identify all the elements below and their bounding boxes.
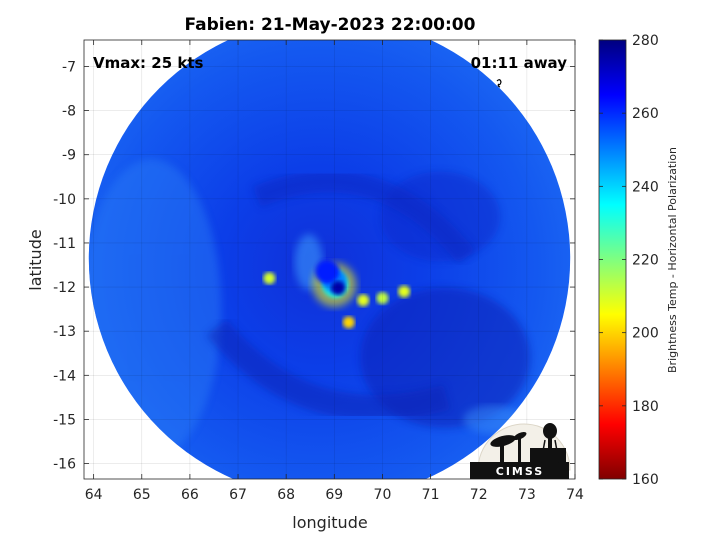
- colorbar-label: Brightness Temp - Horizontal Polarizatio…: [666, 147, 679, 373]
- y-tick-label: -10: [53, 192, 76, 208]
- feature-core: [331, 280, 346, 295]
- y-tick-label: -12: [53, 280, 76, 296]
- colorbar-tick-label: 260: [632, 106, 659, 122]
- colorbar-ticks: 160 180 200 220 240 260 280: [599, 33, 659, 488]
- x-tick-label: 67: [229, 487, 247, 503]
- x-tick-label: 74: [566, 487, 584, 503]
- colorbar-tick-label: 240: [632, 179, 659, 195]
- swath-layer: [88, 40, 571, 479]
- convective-features: [263, 259, 411, 329]
- y-tick-label: -11: [53, 236, 76, 252]
- grid: [84, 40, 576, 479]
- colorbar-tick-label: 220: [632, 253, 659, 269]
- feature-south-spot: [342, 316, 355, 329]
- time-away-annotation: 01:11 away: [471, 54, 568, 72]
- feature-west-spot: [263, 272, 276, 285]
- y-tick-label: -7: [62, 59, 76, 75]
- colorbar-tick-label: 200: [632, 326, 659, 342]
- feature-north-blob: [315, 259, 340, 284]
- swath-texture: [88, 159, 531, 460]
- y-tick-label: -8: [62, 104, 76, 120]
- x-ticks: 64 65 66 67 68 69 70 71 72 73 74: [85, 40, 584, 503]
- feature-east-band-1: [357, 294, 370, 307]
- storm-symbol-icon: [496, 79, 502, 88]
- colorbar-tick-label: 280: [632, 33, 659, 49]
- colorbar-tick-label: 160: [632, 472, 659, 488]
- cimss-logo: CIMSS: [470, 423, 571, 479]
- vmax-annotation: Vmax: 25 kts: [93, 54, 203, 72]
- x-tick-label: 73: [518, 487, 536, 503]
- colorbar: [598, 39, 627, 480]
- feature-east-band-3: [398, 285, 411, 298]
- x-tick-label: 66: [181, 487, 199, 503]
- x-tick-label: 64: [85, 487, 103, 503]
- logo-text: CIMSS: [496, 465, 544, 478]
- x-tick-label: 65: [133, 487, 151, 503]
- y-tick-label: -16: [53, 457, 76, 473]
- chart-title: Fabien: 21-May-2023 22:00:00: [185, 15, 476, 35]
- logo-band: [470, 462, 569, 479]
- colorbar-tick-label: 180: [632, 399, 659, 415]
- x-tick-label: 71: [422, 487, 440, 503]
- y-axis-label: latitude: [26, 229, 45, 290]
- feature-east-band-2: [376, 292, 389, 305]
- x-tick-label: 72: [470, 487, 488, 503]
- y-ticks: -7 -8 -9 -10 -11 -12 -13 -14 -15 -16: [53, 59, 575, 473]
- y-tick-label: -15: [53, 412, 76, 428]
- spiral-band-north: [252, 170, 476, 265]
- x-tick-label: 69: [325, 487, 343, 503]
- x-axis-label: longitude: [292, 513, 367, 532]
- axes-box: [83, 39, 576, 480]
- x-tick-label: 70: [374, 487, 392, 503]
- y-tick-label: -9: [62, 148, 76, 164]
- y-tick-label: -14: [53, 368, 76, 384]
- y-tick-label: -13: [53, 324, 76, 340]
- x-tick-label: 68: [277, 487, 295, 503]
- southeast-band: [360, 287, 531, 428]
- spiral-band-south: [206, 318, 451, 421]
- logo-silhouette: [490, 423, 566, 463]
